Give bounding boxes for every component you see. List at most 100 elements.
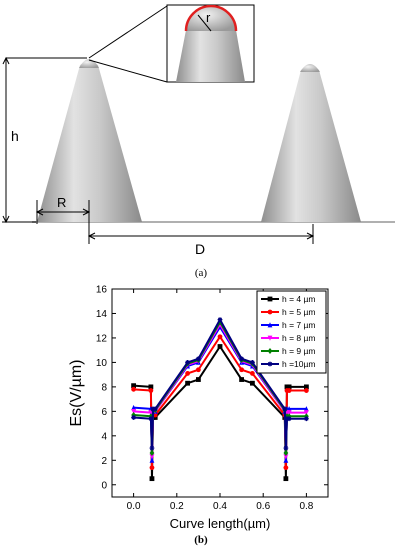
legend-entry: h = 5 µm <box>261 307 315 317</box>
data-point <box>239 367 245 373</box>
right-cone-cap <box>300 64 320 72</box>
data-point <box>250 371 255 376</box>
label-R: R <box>57 195 66 210</box>
data-point <box>217 344 223 349</box>
legend-marker <box>267 322 273 328</box>
data-point <box>286 416 292 422</box>
data-point <box>217 317 223 322</box>
data-point <box>185 360 190 365</box>
y-tick-label: 6 <box>101 407 107 418</box>
legend-label: h = 8 µm <box>282 333 315 343</box>
x-axis-label: Curve length(µm) <box>170 516 271 531</box>
legend-label: h = 5 µm <box>282 307 315 317</box>
y-tick-label: 2 <box>101 456 107 467</box>
y-tick-label: 8 <box>101 382 107 393</box>
y-tick-label: 16 <box>96 285 108 296</box>
right-cone <box>261 64 361 222</box>
data-point <box>239 377 244 382</box>
legend-label: h =10µm <box>282 359 316 369</box>
data-point <box>286 406 292 412</box>
panel-a-schematic: r h R D (a) <box>2 4 395 279</box>
y-axis: 0 2 4 6 8 10 12 14 16 <box>96 285 328 491</box>
legend-entry: h = 9 µm <box>261 346 315 356</box>
legend-entry: h = 7 µm <box>261 320 315 330</box>
legend-label: h = 7 µm <box>282 320 315 330</box>
data-point <box>149 445 155 451</box>
data-point <box>149 457 155 463</box>
x-tick-label: 0.4 <box>213 501 227 512</box>
data-point <box>283 465 289 471</box>
data-point <box>304 384 309 390</box>
data-point <box>149 454 155 460</box>
x-tick-label: 0.2 <box>170 501 184 512</box>
data-point <box>304 406 309 412</box>
data-point <box>283 449 289 456</box>
data-point <box>148 388 154 393</box>
caption-b: (b) <box>194 534 208 546</box>
y-tick-label: 12 <box>96 333 108 344</box>
data-point <box>283 454 289 460</box>
legend: h = 4 µm h = 5 µm h = 7 µm h = 8 µm h = 9 µm… <box>256 290 327 374</box>
data-point <box>283 476 289 482</box>
label-h: h <box>11 128 19 144</box>
data-point <box>304 410 309 416</box>
legend-box <box>256 290 327 374</box>
legend-label: h = 9 µm <box>282 346 315 356</box>
data-point <box>131 415 136 420</box>
y-tick-label: 4 <box>101 431 107 442</box>
x-tick-label: 0.0 <box>127 501 141 512</box>
data-point <box>250 380 255 386</box>
legend-entry: h = 4 µm <box>261 294 315 304</box>
data-point <box>131 408 136 415</box>
data-point <box>185 371 191 376</box>
dimension-D: D <box>87 224 315 257</box>
data-point <box>286 384 292 390</box>
data-point <box>196 356 201 362</box>
series-layer <box>131 317 309 482</box>
legend-marker <box>267 296 273 302</box>
data-point <box>196 367 201 373</box>
tip-inset: r <box>88 4 255 83</box>
tip-radius-line <box>197 14 212 32</box>
data-point <box>148 416 154 422</box>
legend-marker <box>267 335 273 341</box>
legend-label: h = 4 µm <box>282 294 315 304</box>
legend-marker <box>267 361 273 367</box>
y-tick-label: 10 <box>96 358 108 369</box>
data-point <box>239 356 244 362</box>
tip-radius-arc <box>184 5 238 32</box>
data-point <box>149 449 155 456</box>
dimension-R: R <box>35 195 91 244</box>
dimension-h: h <box>2 56 87 224</box>
legend-entry: h = 8 µm <box>261 333 315 343</box>
data-point <box>185 380 190 386</box>
data-point <box>282 406 288 412</box>
label-D: D <box>195 241 205 257</box>
data-point <box>283 457 289 463</box>
data-point <box>152 412 158 418</box>
data-point <box>131 404 136 411</box>
y-tick-label: 14 <box>96 309 108 320</box>
label-r: r <box>206 10 211 25</box>
caption-a: (a) <box>195 267 208 279</box>
left-cone <box>37 59 142 222</box>
data-point <box>149 476 155 482</box>
panel-b-chart: 0 2 4 6 8 10 12 14 16 0.0 0.2 0.4 0.6 0.8 Es(V/µm) C… <box>68 285 329 546</box>
legend-entries: h = 4 µm h = 5 µm h = 7 µm h = 8 µm h = 9 µm… <box>261 294 316 369</box>
data-point <box>131 383 136 389</box>
legend-marker <box>267 348 273 354</box>
data-point <box>152 406 158 412</box>
data-point <box>286 410 292 416</box>
data-point <box>217 334 223 340</box>
x-tick-label: 0.8 <box>299 501 313 512</box>
data-point <box>304 388 309 393</box>
data-point <box>286 413 292 420</box>
data-point <box>152 415 158 420</box>
data-point <box>148 384 154 390</box>
data-point <box>131 386 137 392</box>
data-point <box>283 445 289 451</box>
x-axis: 0.0 0.2 0.4 0.6 0.8 <box>127 289 314 512</box>
data-point <box>304 416 309 422</box>
y-tick-label: 0 <box>101 480 107 491</box>
